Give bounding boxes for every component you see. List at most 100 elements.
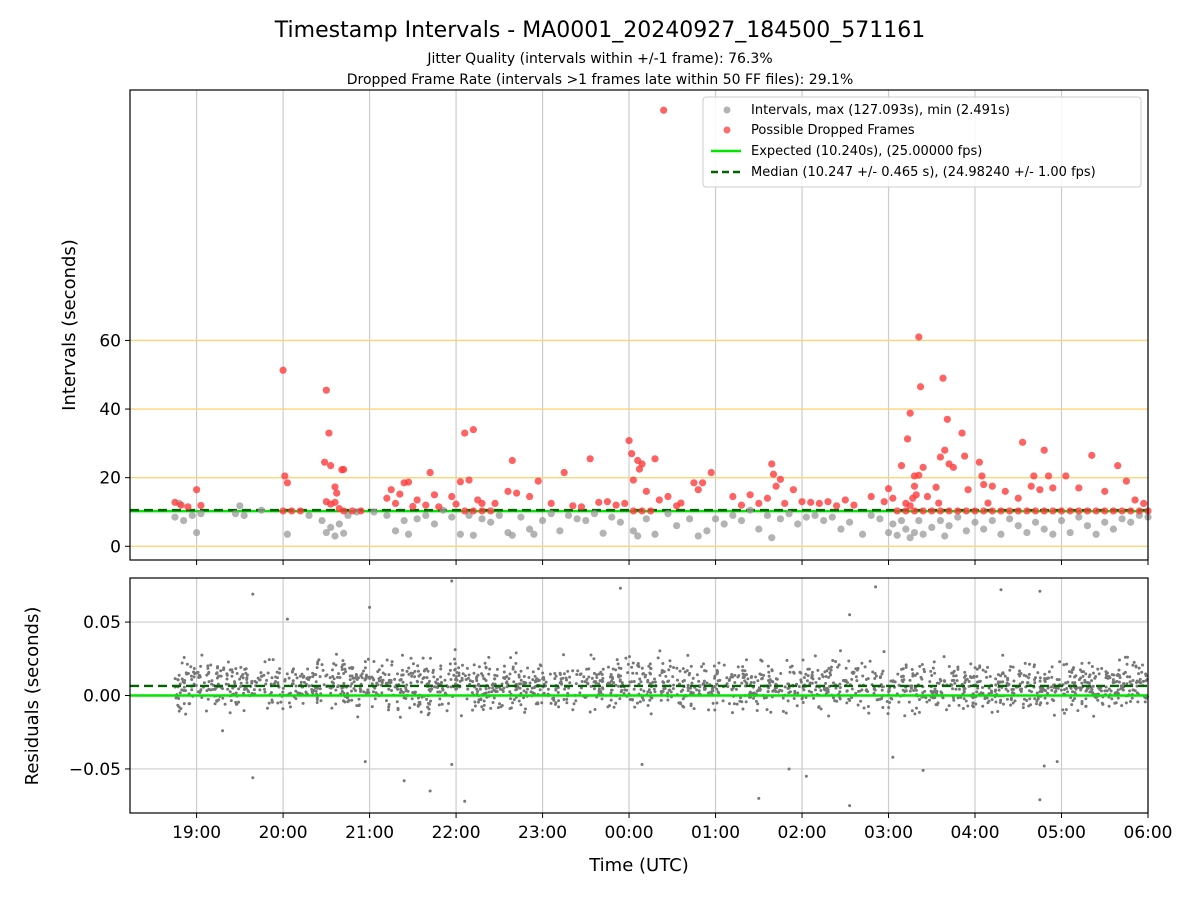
dropped-frame-point [690, 479, 698, 487]
x-tick-label: 03:00 [864, 823, 913, 843]
residual-point [568, 681, 572, 685]
residual-point [744, 700, 748, 704]
residual-point [238, 677, 242, 681]
residual-point [483, 677, 487, 681]
interval-point [651, 530, 659, 538]
residual-point [487, 690, 491, 694]
residual-point [237, 687, 241, 691]
residual-point [873, 676, 877, 680]
residual-point [904, 663, 908, 667]
dropped-frame-point [321, 458, 329, 466]
residual-point [437, 703, 441, 707]
residual-point [177, 673, 181, 677]
residual-point [593, 680, 597, 684]
residual-point [904, 665, 908, 669]
residual-point [508, 672, 512, 676]
residual-point [511, 667, 515, 671]
residual-point [416, 696, 420, 700]
dropped-frame-point [789, 486, 797, 494]
residual-point [276, 681, 280, 685]
residual-point [625, 688, 629, 692]
residual-point [633, 705, 637, 709]
residual-point [668, 664, 672, 668]
residual-point [1116, 673, 1120, 677]
residual-point [1141, 679, 1145, 683]
interval-point [945, 522, 953, 530]
residual-point [786, 686, 790, 690]
residual-point [348, 678, 352, 682]
residual-point [428, 656, 432, 660]
residual-point [192, 675, 196, 679]
residual-point [755, 709, 759, 713]
residual-point [482, 703, 486, 707]
residual-point [213, 687, 217, 691]
residual-point [767, 674, 771, 678]
dropped-frame-point [781, 499, 789, 507]
dropped-frame-point [569, 502, 577, 510]
residual-point [481, 674, 485, 678]
residual-point [234, 667, 238, 671]
residual-point [1104, 672, 1108, 676]
residual-point [1065, 662, 1069, 666]
residual-point [507, 677, 511, 681]
residual-point [558, 671, 562, 675]
residual-point [736, 665, 740, 669]
residual-point [494, 686, 498, 690]
residual-point [230, 674, 234, 678]
dropped-frame-point [478, 507, 486, 515]
dropped-frame-point [1109, 507, 1118, 515]
residual-point [204, 709, 208, 713]
residual-point [797, 685, 801, 689]
residual-point [562, 672, 566, 676]
interval-point [1127, 518, 1135, 526]
residual-point [516, 685, 520, 689]
interval-point [906, 534, 914, 542]
residual-point [1128, 680, 1132, 684]
residual-point [517, 699, 521, 703]
residual-point [546, 687, 550, 691]
residual-point [1069, 686, 1073, 690]
interval-point [283, 530, 292, 538]
intervals-x-ticks [196, 560, 1149, 565]
residual-point [658, 673, 662, 677]
residual-point [679, 690, 683, 694]
residual-point [1009, 696, 1013, 700]
x-tick-label: 20:00 [259, 823, 308, 843]
residual-outlier-point [428, 789, 432, 793]
residual-point [200, 695, 204, 699]
residual-point [477, 665, 481, 669]
residual-point [416, 703, 420, 707]
residual-point [1117, 668, 1121, 672]
residual-point [493, 677, 497, 681]
dropped-frame-point [737, 501, 746, 509]
residual-point [415, 680, 419, 684]
residual-point [845, 701, 849, 705]
residual-point [1028, 662, 1032, 666]
residual-point [579, 672, 583, 676]
residual-point [852, 670, 856, 674]
residual-point [472, 663, 476, 667]
residual-point [406, 689, 410, 693]
residual-point [695, 688, 699, 692]
dropped-frame-point [357, 507, 365, 515]
residual-point [398, 691, 402, 695]
residual-point [263, 660, 267, 664]
residual-point [829, 665, 833, 669]
residual-point [649, 672, 653, 676]
residual-point [199, 688, 203, 692]
residual-point [228, 668, 232, 672]
residual-point [332, 677, 336, 681]
residual-point [475, 675, 479, 679]
residual-point [575, 673, 579, 677]
residual-point [564, 676, 568, 680]
residual-point [1032, 663, 1036, 667]
residual-point [722, 663, 726, 667]
dropped-frame-point [939, 374, 947, 382]
residual-point [292, 667, 296, 671]
residual-point [338, 675, 342, 679]
interval-point [556, 527, 564, 535]
dropped-frame-point [638, 507, 646, 515]
residual-point [925, 700, 929, 704]
residual-point [182, 685, 186, 689]
residual-point [216, 665, 220, 669]
